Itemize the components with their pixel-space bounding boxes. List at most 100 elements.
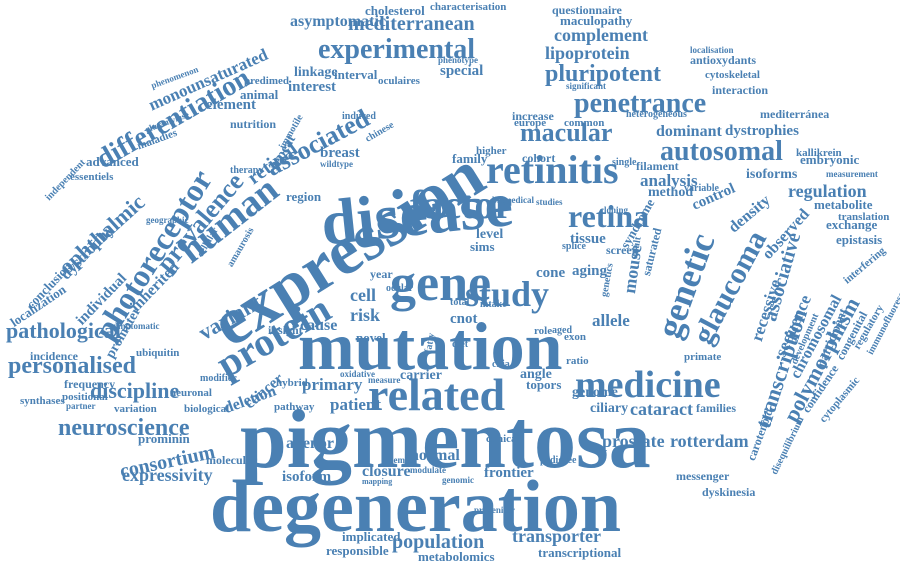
- cloud-word: significant: [566, 82, 606, 91]
- cloud-word: prominin: [138, 432, 190, 445]
- cloud-word: maculopathy: [560, 14, 632, 27]
- cloud-word: cone: [536, 266, 565, 281]
- cloud-word: variation: [114, 404, 157, 415]
- cloud-word: topors: [526, 378, 561, 391]
- cloud-word: measurement: [826, 170, 878, 179]
- cloud-word: linkage: [294, 66, 338, 80]
- cloud-word: frequency: [64, 378, 115, 390]
- cloud-word: complement: [554, 26, 648, 44]
- cloud-word: cytoskeletal: [705, 70, 760, 81]
- cloud-word: filament: [636, 160, 679, 172]
- cloud-word: allele: [592, 312, 630, 329]
- cloud-word: phenotype: [438, 56, 478, 65]
- cloud-word: induced: [342, 112, 376, 122]
- cloud-word: neuronal: [170, 388, 212, 399]
- cloud-word: metabolomics: [418, 550, 495, 563]
- cloud-word: insight: [268, 324, 303, 336]
- cloud-word: cohort: [522, 152, 555, 164]
- cloud-word: nutrition: [230, 118, 276, 130]
- cloud-word: epistasis: [836, 233, 882, 246]
- cloud-word: interfering: [842, 245, 888, 286]
- cloud-word: cataract: [630, 400, 693, 418]
- cloud-word: ubiquitin: [136, 348, 179, 359]
- cloud-word: animal: [240, 88, 278, 101]
- cloud-word: clinical: [486, 434, 520, 445]
- cloud-word: dystrophies: [725, 124, 799, 139]
- cloud-word: cnot: [450, 312, 478, 327]
- cloud-word: responsible: [326, 544, 389, 557]
- cloud-word: modulate: [410, 466, 446, 475]
- cloud-word: localisation: [690, 46, 734, 55]
- cloud-word: ciliary: [590, 402, 628, 416]
- cloud-word: synthases: [20, 396, 65, 407]
- cloud-word: interest: [288, 80, 336, 95]
- cloud-word: role: [534, 326, 552, 337]
- cloud-word: dominant: [656, 124, 722, 140]
- cloud-word: wildtype: [320, 160, 353, 169]
- cloud-word: variable: [684, 184, 719, 194]
- cloud-word: pedigree: [540, 456, 576, 466]
- cloud-word: incidence: [30, 350, 78, 362]
- cloud-word: modifier: [200, 374, 237, 384]
- cloud-word: studies: [536, 198, 563, 207]
- cloud-word: risk: [350, 306, 380, 324]
- cloud-word: saturated: [640, 227, 663, 277]
- cloud-word: cholesterol: [365, 4, 425, 17]
- cloud-word: advanced: [86, 155, 139, 168]
- cloud-word: symptomatic: [110, 322, 160, 331]
- cloud-word: characterisation: [430, 2, 506, 13]
- cloud-word: expressivity: [122, 466, 213, 484]
- cloud-word: study: [465, 276, 549, 312]
- cloud-word: novel: [356, 331, 386, 344]
- cloud-word: carrier: [400, 369, 442, 383]
- cloud-word: intake: [480, 300, 507, 310]
- cloud-word: region: [286, 190, 321, 203]
- cloud-word: implicated: [342, 530, 401, 543]
- cloud-word: messenger: [676, 470, 729, 482]
- cloud-word: progenitor: [474, 506, 515, 515]
- cloud-word: factor: [410, 185, 512, 225]
- cloud-word: therapy: [230, 166, 263, 176]
- cloud-word: genome: [572, 386, 618, 400]
- cloud-word: genomic: [442, 476, 474, 485]
- cloud-word: diet: [452, 340, 468, 350]
- cloud-word: transcriptional: [538, 546, 621, 559]
- cloud-word: aged: [552, 326, 572, 336]
- cloud-word: kallikrein: [796, 148, 842, 159]
- cloud-word: single: [612, 158, 636, 168]
- cloud-word: measure: [368, 376, 400, 385]
- cloud-word: geographic: [146, 216, 189, 225]
- cloud-word: interval: [334, 68, 377, 81]
- cloud-word: lipoprotein: [545, 44, 630, 62]
- cloud-word: mediterránea: [760, 108, 829, 120]
- cloud-word: primate: [684, 352, 721, 363]
- cloud-word: year: [370, 268, 393, 280]
- cloud-word: cell: [350, 286, 376, 304]
- cloud-word: predimed: [244, 76, 289, 87]
- cloud-word: patient: [330, 396, 381, 413]
- cloud-word: heterogeneous: [626, 110, 687, 120]
- cloud-word: cloning: [600, 206, 628, 215]
- cloud-word: pathway: [274, 402, 314, 413]
- cloud-word: oculaires: [378, 76, 420, 87]
- cloud-word: molecular: [206, 454, 257, 466]
- cloud-word: metabolite: [814, 198, 872, 211]
- cloud-word: higher: [476, 146, 507, 157]
- cloud-word: europe: [514, 118, 546, 129]
- cloud-word: total: [450, 298, 469, 308]
- cloud-word: mapping: [362, 478, 392, 486]
- cloud-word: cilia: [492, 360, 510, 370]
- cloud-word: ratio: [566, 356, 589, 367]
- cloud-word: isoforms: [746, 168, 797, 182]
- cloud-word: antioxydants: [690, 54, 756, 66]
- cloud-word: ocular: [386, 284, 413, 294]
- cloud-word: isoform: [282, 470, 331, 485]
- cloud-word: rotterdam: [670, 432, 749, 450]
- cloud-word: hybrid: [276, 378, 308, 389]
- cloud-word: prostate: [602, 432, 665, 450]
- cloud-word: carotenoid: [745, 407, 775, 462]
- cloud-word: cause: [300, 318, 337, 334]
- cloud-word: translation: [838, 212, 889, 223]
- cloud-word: dyskinesia: [702, 486, 755, 498]
